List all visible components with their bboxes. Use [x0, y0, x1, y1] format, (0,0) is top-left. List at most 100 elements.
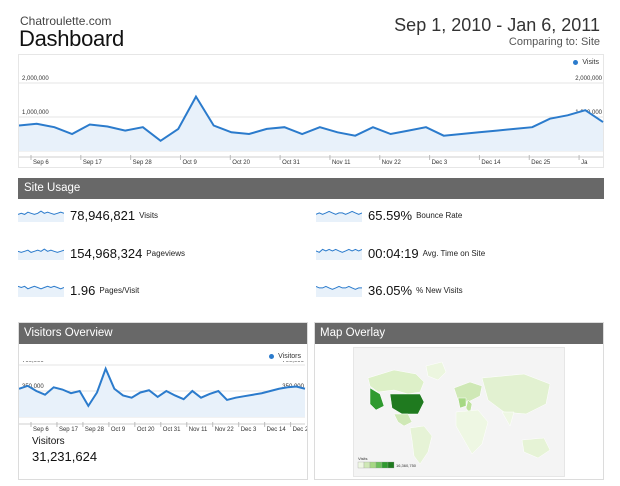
series-line [19, 366, 306, 408]
site-usage-header: Site Usage [18, 178, 604, 199]
x-tick-label: Dec 25 [531, 160, 551, 166]
visitors-caption: Visitors [32, 436, 65, 447]
x-tick-label: Sep 28 [133, 160, 153, 166]
visitors-overview-panel: Visitors Overview Visitors 700,000 350,00… [18, 322, 308, 480]
metric-pages-per-visit[interactable]: 1.96 Pages/Visit [18, 281, 139, 299]
map-africa [455, 409, 489, 455]
x-tick-label: Dec 14 [267, 427, 287, 433]
metric-value: 154,968,324 [70, 245, 143, 261]
sparkline-area [18, 286, 64, 297]
metric-bounce-rate[interactable]: 65.59% Bounce Rate [316, 206, 462, 224]
x-tick-label: Dec 25 [293, 427, 307, 433]
visitors-total: 31,231,624 [32, 449, 98, 464]
x-tick-label: Sep 28 [85, 427, 105, 433]
metric-visits[interactable]: 78,946,821 Visits [18, 206, 158, 224]
legend-label: Visits [582, 59, 599, 66]
sparkline-line [18, 285, 64, 290]
sparkline-area [316, 249, 362, 260]
visits-chart: Visits 2,000,0001,000,00002,000,0001,000… [18, 54, 604, 168]
series-area [19, 368, 305, 417]
metric-label: Avg. Time on Site [422, 248, 486, 258]
map-australia [521, 437, 551, 459]
map-europe [453, 381, 483, 403]
metric-label: Bounce Rate [416, 210, 463, 220]
y-tick-label-left: 700,000 [22, 361, 44, 364]
x-tick-label: Ja [581, 160, 588, 166]
map-canada [367, 369, 425, 395]
sparkline-area [316, 211, 362, 222]
sparkline-line [18, 248, 64, 253]
map-south-america [409, 425, 433, 465]
x-tick-label: Nov 11 [332, 160, 351, 166]
comparing-to[interactable]: Comparing to: Site [508, 36, 600, 48]
metric-label: Pages/Visit [99, 285, 140, 295]
x-tick-label: Oct 20 [137, 427, 155, 433]
map-overlay-panel: Map Overlay Visits [314, 322, 604, 480]
sparkline [18, 285, 64, 297]
metric-value: 65.59% [368, 207, 413, 223]
world-map-svg: Visits 16,360,750 [354, 348, 564, 476]
sparkline-line [316, 210, 362, 215]
y-tick-label-left: 350,000 [22, 384, 44, 390]
map-alaska-region [369, 387, 385, 411]
y-tick-label-left: 2,000,000 [22, 76, 49, 82]
sparkline [316, 248, 362, 260]
x-tick-label: Dec 14 [481, 160, 501, 166]
visitors-legend: Visitors [269, 353, 301, 360]
x-tick-label: Oct 31 [163, 427, 181, 433]
x-tick-label: Oct 31 [282, 160, 300, 166]
metric-avg-time[interactable]: 00:04:19 Avg. Time on Site [316, 244, 485, 262]
x-tick-label: Nov 22 [215, 427, 235, 433]
sparkline-line [316, 285, 362, 290]
sparkline [316, 285, 362, 297]
sparkline [316, 210, 362, 222]
metric-value: 1.96 [70, 282, 96, 298]
svg-text:Visits: Visits [358, 456, 367, 461]
visitors-overview-header[interactable]: Visitors Overview [19, 323, 307, 344]
x-tick-label: Oct 9 [111, 427, 126, 433]
x-tick-label: Oct 9 [182, 160, 197, 166]
metric-label: Visits [139, 210, 159, 220]
map-overlay-header[interactable]: Map Overlay [315, 323, 603, 344]
metric-value: 00:04:19 [368, 245, 419, 261]
sparkline-area [316, 286, 362, 297]
series-line [19, 94, 604, 143]
map-usa [389, 393, 425, 415]
metric-pageviews[interactable]: 154,968,324 Pageviews [18, 244, 185, 262]
visits-chart-svg: 2,000,0001,000,00002,000,0001,000,0000Se… [19, 76, 604, 166]
x-tick-label: Oct 20 [232, 160, 250, 166]
sparkline-area [18, 211, 64, 222]
x-tick-label: Dec 3 [241, 427, 257, 433]
x-tick-label: Dec 3 [432, 160, 448, 166]
metric-label: Pageviews [146, 248, 185, 258]
y-tick-label-left: 1,000,000 [22, 110, 49, 116]
series-area [19, 96, 603, 151]
y-tick-label-right: 2,000,000 [575, 76, 602, 82]
svg-text:16,360,750: 16,360,750 [396, 463, 417, 468]
sparkline [18, 248, 64, 260]
legend-label: Visitors [278, 353, 301, 360]
date-range[interactable]: Sep 1, 2010 - Jan 6, 2011 [394, 15, 600, 35]
metric-value: 36.05% [368, 282, 413, 298]
legend-dot-icon [573, 60, 579, 65]
map-france [457, 397, 467, 409]
metric-new-visits[interactable]: 36.05% % New Visits [316, 281, 463, 299]
x-tick-label: Sep 17 [59, 427, 79, 433]
sparkline-line [316, 248, 362, 253]
map-asia [481, 373, 551, 415]
metric-label: % New Visits [416, 285, 463, 295]
site-name: Chatroulette.com [20, 14, 112, 28]
sparkline-line [18, 210, 64, 215]
legend-dot-icon [269, 354, 275, 359]
map-greenland [425, 361, 447, 381]
x-tick-label: Nov 11 [189, 427, 208, 433]
visits-legend: Visits [573, 59, 599, 66]
x-tick-label: Sep 6 [33, 427, 49, 433]
map-mexico [393, 413, 413, 427]
x-tick-label: Nov 22 [382, 160, 402, 166]
y-tick-label-right: 700,000 [282, 361, 304, 364]
sparkline [18, 210, 64, 222]
metric-value: 78,946,821 [70, 207, 136, 223]
world-map[interactable]: Visits 16,360,750 [353, 347, 565, 477]
